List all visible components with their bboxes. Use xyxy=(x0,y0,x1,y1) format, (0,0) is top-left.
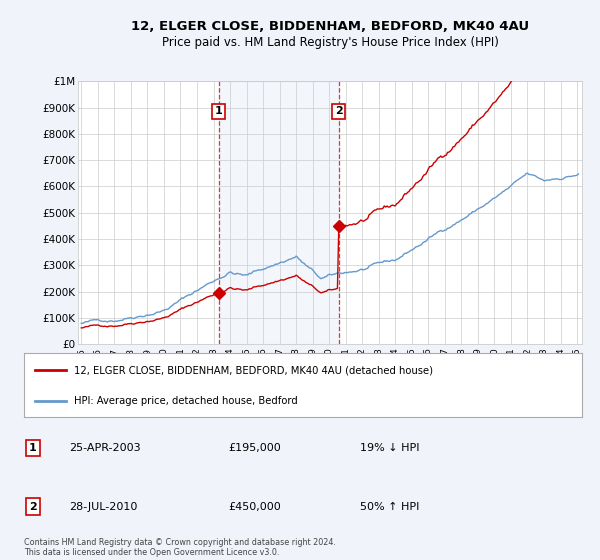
Text: 12, ELGER CLOSE, BIDDENHAM, BEDFORD, MK40 4AU: 12, ELGER CLOSE, BIDDENHAM, BEDFORD, MK4… xyxy=(131,20,529,32)
Text: 2: 2 xyxy=(29,502,37,512)
Text: £195,000: £195,000 xyxy=(228,443,281,453)
Text: 2: 2 xyxy=(335,106,343,116)
Text: 1: 1 xyxy=(215,106,223,116)
Bar xyxy=(219,81,339,344)
Text: 25-APR-2003: 25-APR-2003 xyxy=(69,443,140,453)
Text: 28-JUL-2010: 28-JUL-2010 xyxy=(69,502,137,512)
Text: £450,000: £450,000 xyxy=(228,502,281,512)
Text: Price paid vs. HM Land Registry's House Price Index (HPI): Price paid vs. HM Land Registry's House … xyxy=(161,36,499,49)
Text: Contains HM Land Registry data © Crown copyright and database right 2024.
This d: Contains HM Land Registry data © Crown c… xyxy=(24,538,336,557)
Text: 19% ↓ HPI: 19% ↓ HPI xyxy=(360,443,419,453)
Text: 12, ELGER CLOSE, BIDDENHAM, BEDFORD, MK40 4AU (detached house): 12, ELGER CLOSE, BIDDENHAM, BEDFORD, MK4… xyxy=(74,365,433,375)
Text: HPI: Average price, detached house, Bedford: HPI: Average price, detached house, Bedf… xyxy=(74,396,298,406)
Text: 50% ↑ HPI: 50% ↑ HPI xyxy=(360,502,419,512)
Text: 1: 1 xyxy=(29,443,37,453)
